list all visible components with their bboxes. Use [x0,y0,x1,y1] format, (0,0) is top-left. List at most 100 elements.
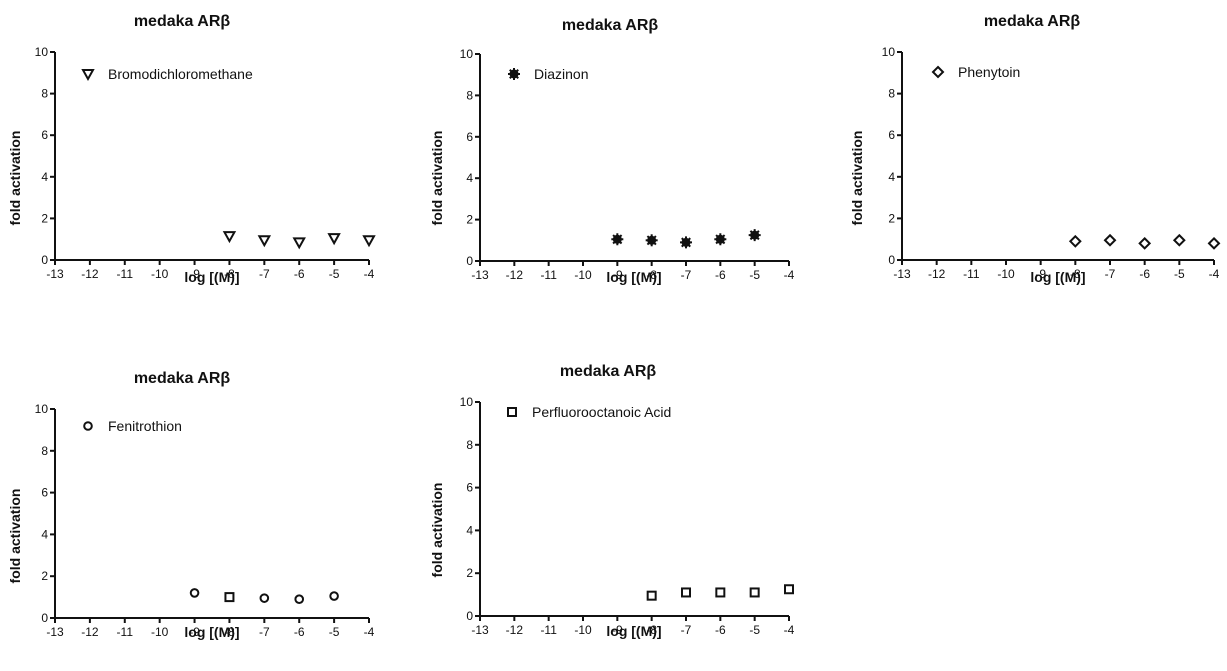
x-tick-label: -13 [471,268,489,282]
x-tick-label: -4 [364,267,375,281]
marker-star [508,68,520,80]
y-tick-label: 10 [35,45,49,59]
x-tick-label: -13 [471,623,489,637]
x-tick-label: -13 [46,267,64,281]
y-tick-label: 2 [466,213,473,227]
marker-star [680,236,692,249]
legend-entry-label: Perfluorooctanoic Acid [532,404,671,420]
marker-star [645,234,658,247]
y-tick-label: 6 [888,128,895,142]
y-axis-label: fold activation [7,489,23,584]
marker-triangle-down [292,237,306,250]
marker-diamond [931,65,945,79]
y-tick-label: 10 [882,45,896,59]
legend-entry-label: Bromodichloromethane [108,66,253,82]
x-tick-label: -9 [1035,267,1046,281]
y-tick-label: 4 [466,523,473,537]
marker-circle [83,421,93,431]
chart-title: medaka ARβ [134,370,231,387]
y-tick-label: 4 [41,170,48,184]
y-axis-label: fold activation [7,131,23,226]
x-tick-label: -8 [224,625,235,639]
marker-star-ray [616,234,623,240]
x-tick-label: -9 [612,268,623,282]
x-tick-label: -11 [117,625,134,639]
y-axis-label: fold activation [429,483,445,578]
x-tick-label: -5 [749,623,760,637]
y-tick-label: 10 [35,402,49,416]
x-tick-label: -9 [612,623,623,637]
x-tick-label: -10 [151,625,169,639]
x-tick-label: -7 [259,267,270,281]
x-tick-label: -5 [749,268,760,282]
chart-panel-2: medaka ARβ 0 2 4 6 8 10 -13 -12 -11 -10 -9 -8 -7 -6 -5 -… [429,17,795,285]
x-tick-label: -13 [893,267,911,281]
y-tick-label: 10 [460,395,474,409]
legend-entry-label: Phenytoin [958,64,1020,80]
x-tick-label: -12 [81,625,99,639]
x-axis-label: log [(M)] [184,624,239,640]
marker-diamond [1207,236,1221,250]
marker-triangle-down [257,235,272,248]
y-tick-label: 8 [888,87,895,101]
x-tick-label: -6 [294,625,305,639]
x-tick-label: -13 [46,625,64,639]
x-axis-label: log [(M)] [606,269,661,285]
y-tick-label: 2 [41,211,48,225]
x-axis-label: log [(M)] [184,269,239,285]
marker-square [784,584,794,595]
marker-square [749,587,760,598]
x-axis-label: log [(M)] [606,623,661,639]
y-tick-label: 8 [41,444,48,458]
marker-star-ray [753,230,760,236]
y-axis-label: fold activation [429,131,445,226]
x-tick-label: -11 [963,267,980,281]
legend-entry-label: Diazinon [534,66,588,82]
x-tick-label: -12 [506,623,524,637]
marker-star-ray [685,237,691,244]
chart-panel-1: medaka ARβ 0 2 4 6 8 10 -13 -12 -11 -10 -9 -8 -7 -6 -5 -… [7,13,376,285]
marker-circle [259,593,270,603]
y-tick-label: 0 [888,253,895,267]
y-tick-label: 2 [41,569,48,583]
y-tick-label: 0 [466,254,473,268]
x-tick-label: -11 [117,267,134,281]
x-tick-label: -5 [1174,267,1185,281]
x-tick-label: -7 [1105,267,1116,281]
y-tick-label: 4 [41,527,48,541]
marker-triangle-down [222,231,237,244]
marker-star-ray [650,235,657,242]
marker-square [507,407,517,417]
marker-star [714,233,727,246]
y-tick-label: 10 [460,47,474,61]
y-tick-label: 2 [888,211,895,225]
y-tick-label: 6 [41,486,48,500]
y-tick-label: 8 [41,87,48,101]
marker-square [224,592,235,603]
marker-triangle-down [81,69,95,82]
y-tick-label: 4 [466,171,473,185]
x-tick-label: -10 [574,623,592,637]
x-tick-label: -6 [1139,267,1150,281]
x-tick-label: -11 [540,623,557,637]
chart-panel-5: medaka ARβ 0 2 4 6 8 10 -13 -12 -11 -10 -9 -8 -7 -6 -5 -… [429,363,795,639]
x-tick-label: -6 [715,268,726,282]
marker-diamond [1138,236,1152,250]
marker-star-ray [513,69,519,75]
y-tick-label: 0 [41,253,48,267]
x-axis-label: log [(M)] [1030,269,1085,285]
x-tick-label: -12 [81,267,99,281]
marker-square [646,590,657,601]
marker-triangle-down [327,233,341,246]
x-tick-label: -6 [715,623,726,637]
y-tick-label: 6 [466,481,473,495]
x-tick-label: -10 [574,268,592,282]
marker-star-ray [719,234,726,240]
x-tick-label: -11 [540,268,557,282]
y-tick-label: 8 [466,88,473,102]
y-tick-label: 6 [466,130,473,144]
x-tick-label: -4 [784,268,795,282]
x-tick-label: -9 [189,625,200,639]
x-tick-label: -7 [681,268,692,282]
